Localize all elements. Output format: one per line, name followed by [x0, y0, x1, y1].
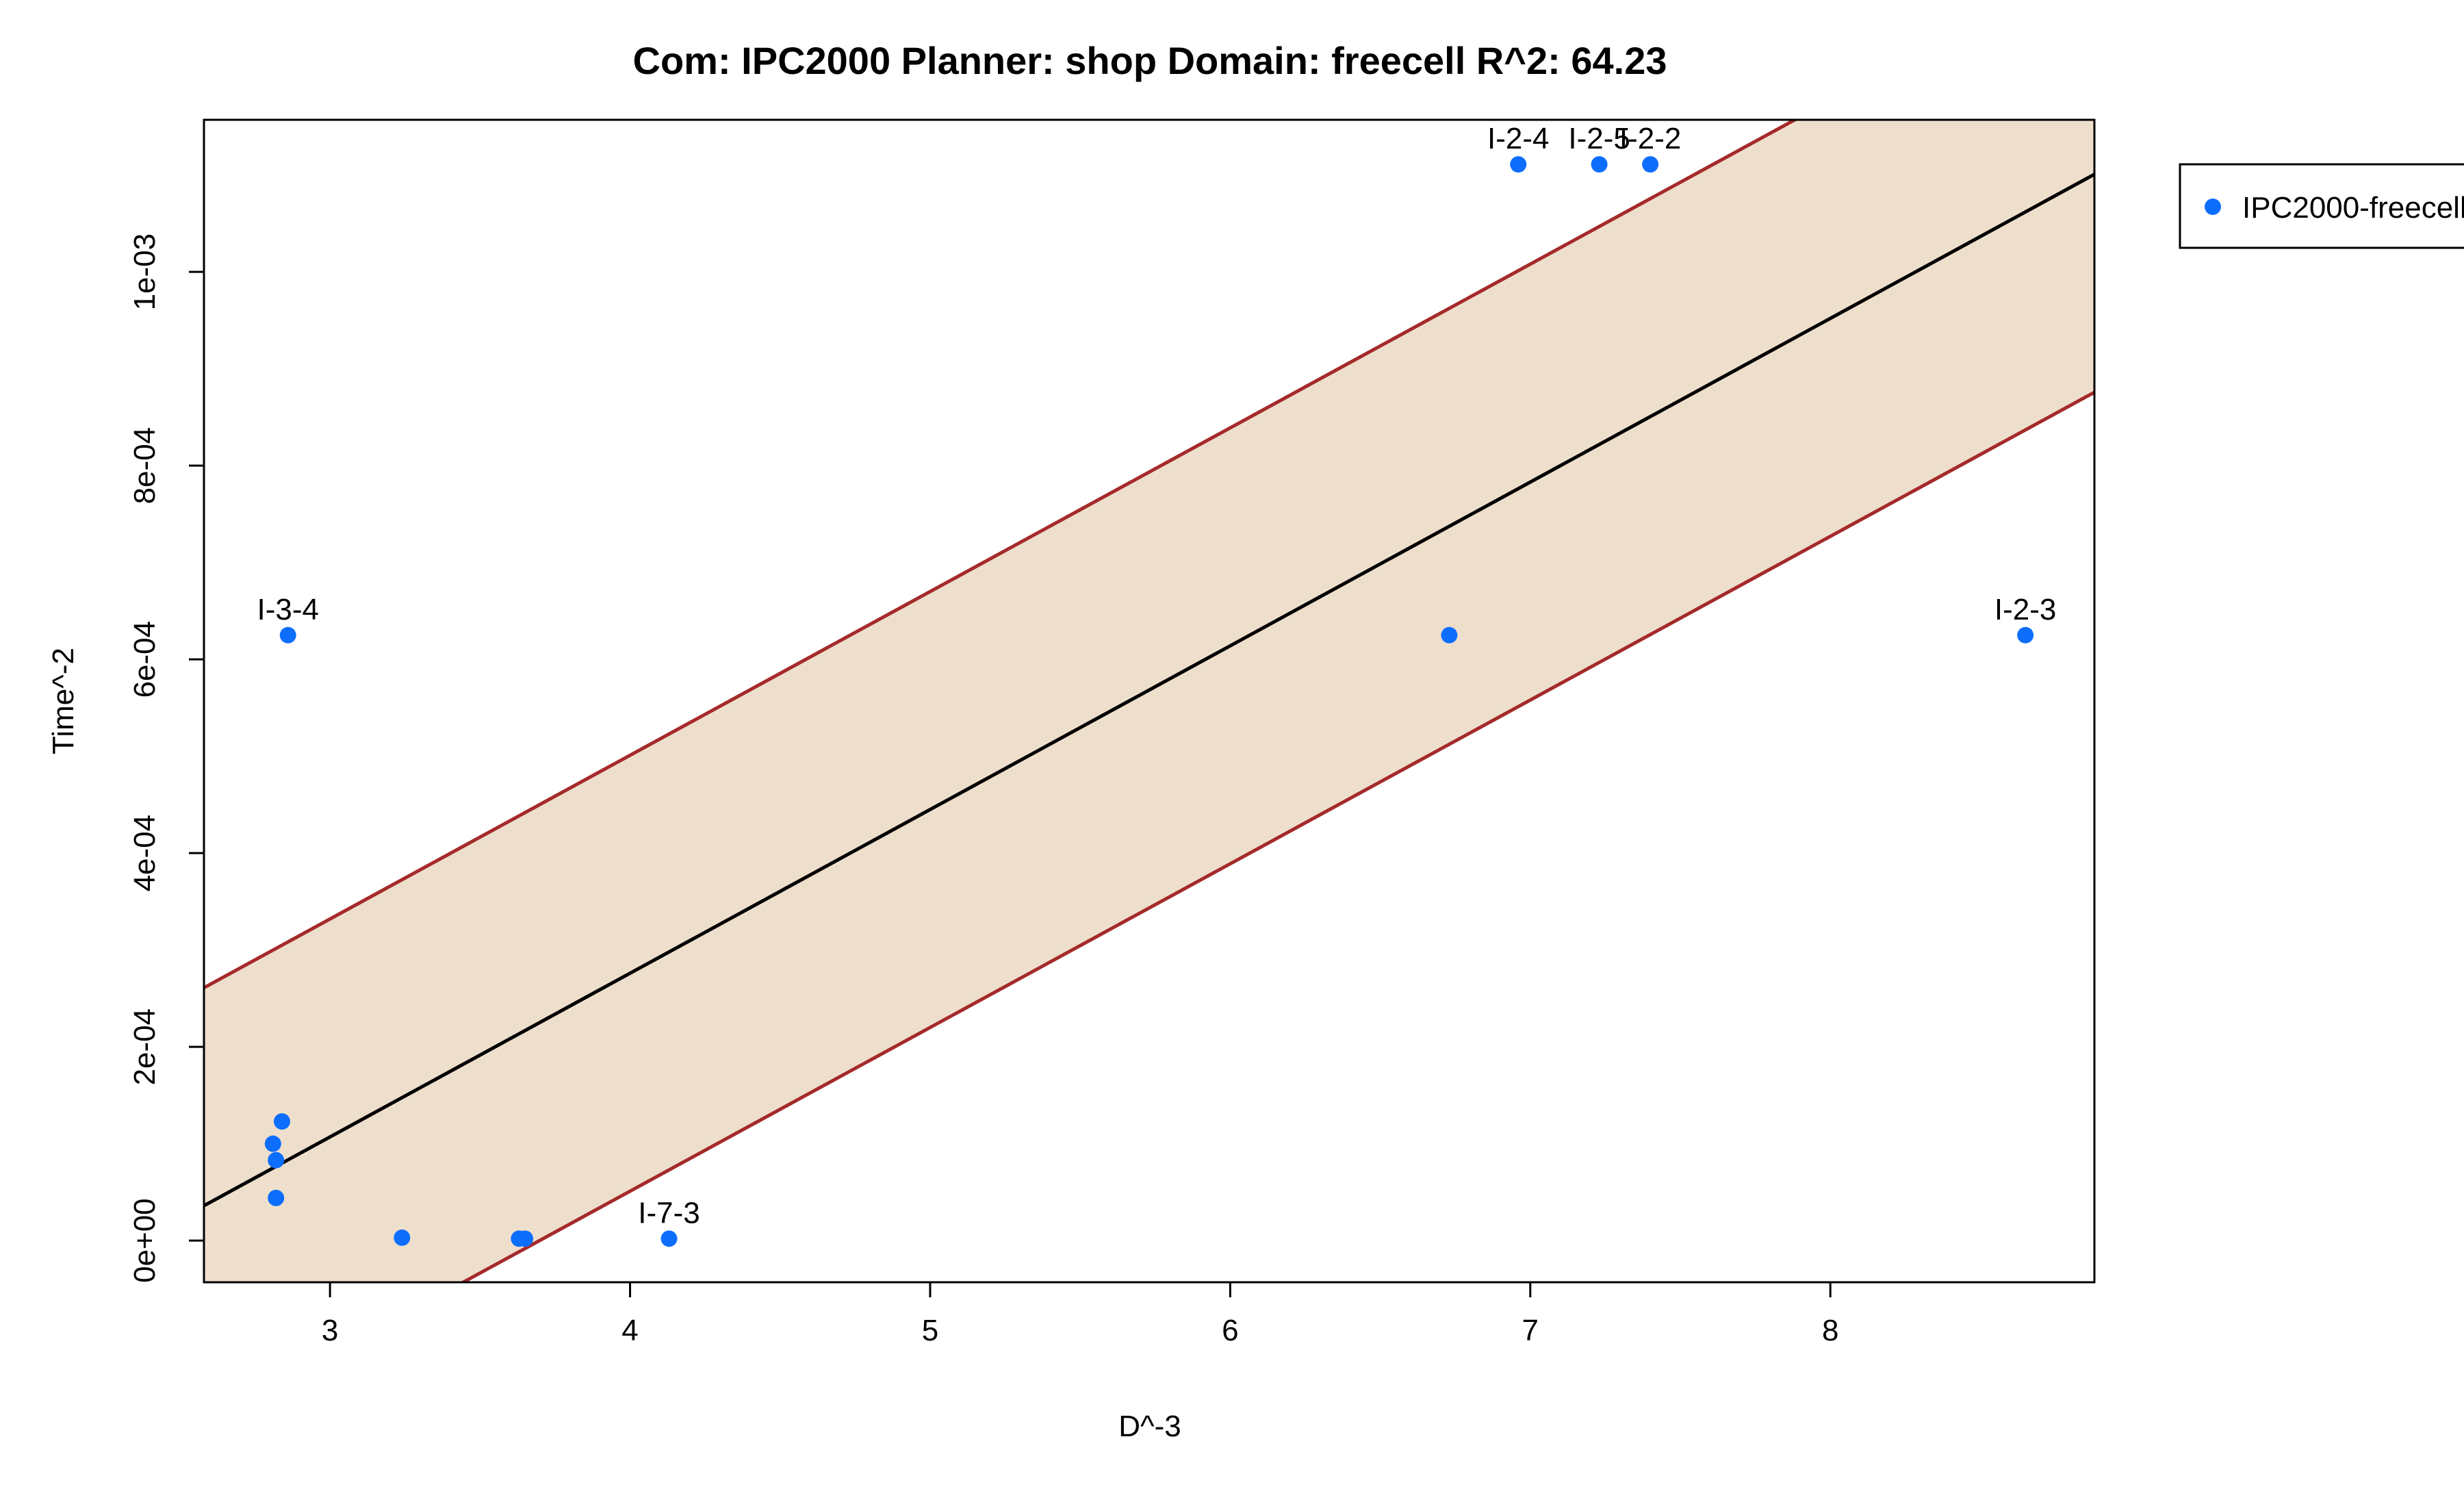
data-points: [264, 156, 2034, 1247]
y-axis: 0e+00 2e-04 4e-04 6e-04 8e-04 1e-03: [128, 233, 204, 1283]
data-point: [1441, 626, 1458, 644]
band-upper-line: [204, 120, 1799, 990]
legend-box: [2179, 163, 2464, 249]
point-labels: I-3-4 I-7-3 I-2-4 I-2-5I-2-2 I-2-3: [257, 122, 2057, 1230]
y-tick-label: 6e-04: [128, 621, 162, 698]
x-axis-label: D^-3: [1118, 1410, 1181, 1443]
data-point: [660, 1230, 678, 1247]
legend-marker: [2205, 199, 2221, 215]
point-label: I-2-2: [1619, 122, 1681, 155]
data-point: [273, 1113, 290, 1130]
x-tick-label: 6: [1222, 1314, 1238, 1347]
data-point: [1642, 156, 1659, 173]
data-point: [1510, 156, 1527, 173]
point-label: I-2-5: [1568, 122, 1630, 155]
point-label: I-2-4: [1487, 122, 1549, 155]
y-tick-label: 8e-04: [128, 427, 162, 505]
y-tick-label: 1e-03: [128, 233, 162, 311]
y-axis-label: Time^-2: [47, 648, 80, 754]
plot-frame: [203, 118, 2096, 1284]
data-point: [279, 626, 296, 644]
band-lower-line: [459, 390, 2094, 1282]
data-point: [268, 1151, 285, 1169]
data-point: [2017, 626, 2034, 644]
confidence-band: [204, 120, 2094, 1282]
data-point: [517, 1230, 534, 1247]
point-label: I-3-4: [257, 593, 319, 626]
point-label: I-2-3: [1994, 593, 2056, 626]
y-tick-label: 2e-04: [128, 1008, 162, 1086]
data-point: [1591, 156, 1608, 173]
x-tick-label: 7: [1522, 1314, 1539, 1347]
x-axis: 3 4 5 6 7 8: [322, 1282, 1838, 1347]
x-tick-label: 8: [1822, 1314, 1838, 1347]
legend: IPC2000-freecell: [2179, 163, 2464, 249]
legend-label: IPC2000-freecell: [2242, 191, 2464, 225]
y-tick-label: 0e+00: [128, 1198, 162, 1283]
y-tick-label: 4e-04: [128, 815, 162, 892]
chart-title: Com: IPC2000 Planner: shop Domain: freec…: [633, 39, 1667, 82]
plot-area: I-3-4 I-7-3 I-2-4 I-2-5I-2-2 I-2-3: [204, 120, 2094, 1282]
data-point: [394, 1229, 411, 1246]
data-point: [264, 1135, 281, 1152]
x-tick-label: 3: [322, 1314, 338, 1347]
x-tick-label: 4: [621, 1314, 638, 1347]
x-tick-label: 5: [922, 1314, 938, 1347]
point-label: I-7-3: [638, 1196, 700, 1230]
regression-line: [204, 173, 2094, 1208]
data-point: [268, 1189, 285, 1206]
